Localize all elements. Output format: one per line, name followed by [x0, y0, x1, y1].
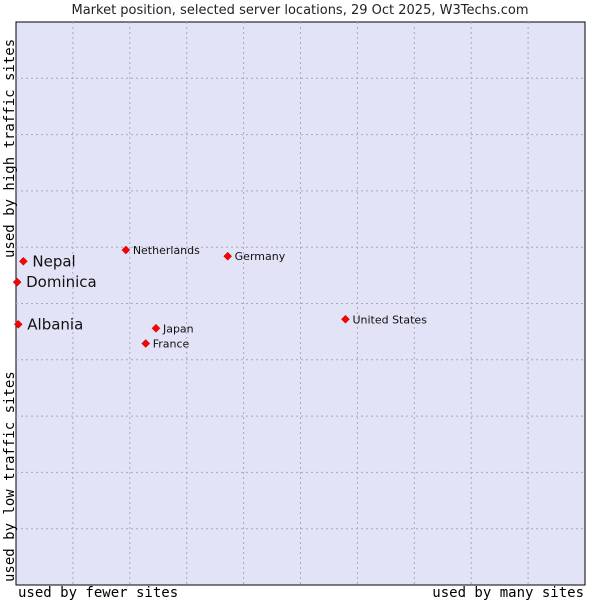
x-axis-label-low: used by fewer sites	[18, 585, 178, 600]
y-axis-label-high: used by high traffic sites	[2, 39, 18, 258]
chart-title: Market position, selected server locatio…	[71, 3, 528, 18]
point-marker-united-states	[341, 314, 350, 324]
point-marker-nepal	[19, 256, 28, 266]
point-label-albania: Albania	[27, 315, 83, 333]
point-label-nepal: Nepal	[32, 252, 75, 270]
point-marker-netherlands	[121, 245, 131, 255]
point-marker-albania	[13, 319, 23, 329]
point-label-dominica: Dominica	[26, 273, 97, 291]
point-label-france: France	[153, 337, 190, 350]
grid	[16, 22, 585, 585]
point-label-netherlands: Netherlands	[133, 244, 200, 257]
point-marker-germany	[223, 251, 233, 261]
y-axis-label-low: used by low traffic sites	[2, 371, 18, 582]
point-label-japan: Japan	[162, 322, 194, 335]
point-marker-france	[141, 339, 151, 348]
point-marker-japan	[151, 323, 161, 333]
point-label-united-states: United States	[352, 313, 427, 326]
x-axis-label-high: used by many sites	[432, 585, 584, 600]
point-marker-dominica	[12, 277, 22, 287]
point-label-germany: Germany	[235, 250, 286, 263]
data-points: Nepal Dominica Albania Netherlands Germany Un…	[12, 244, 427, 350]
